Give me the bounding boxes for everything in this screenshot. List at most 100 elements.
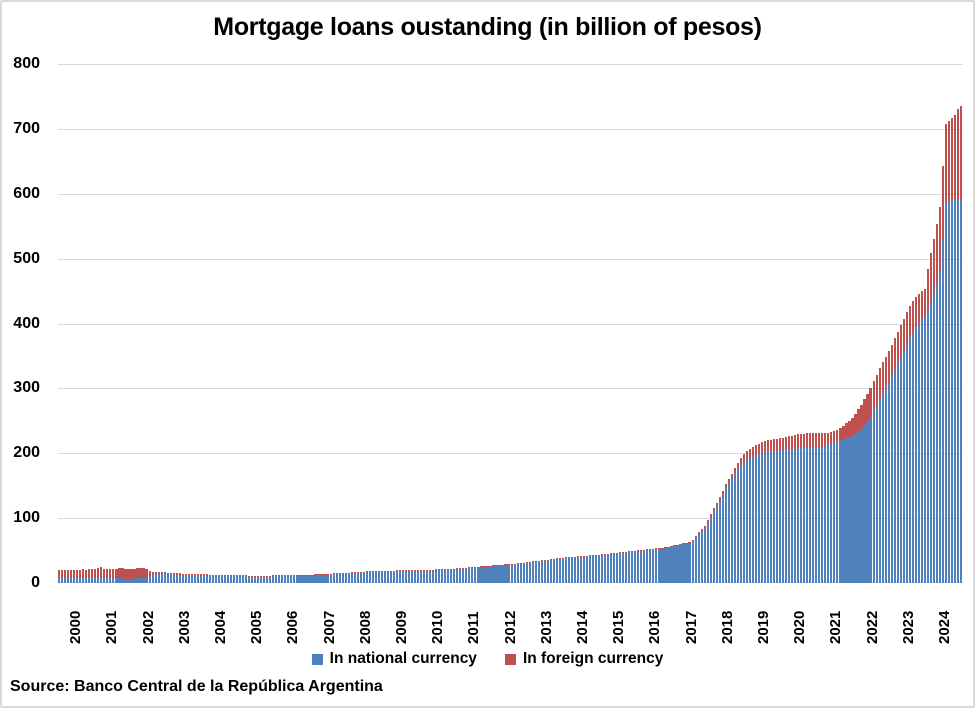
bar-segment-national	[724, 488, 727, 583]
bar-segment-national	[760, 452, 764, 583]
bar-segment-foreign	[760, 442, 764, 453]
bar-segment-foreign	[410, 570, 414, 571]
bar-segment-national	[594, 555, 598, 583]
bar-segment-national	[223, 576, 227, 583]
bar-segment-national	[525, 563, 528, 583]
bar-segment-foreign	[670, 546, 673, 547]
bar-segment-national	[736, 468, 739, 583]
bar-segment-national	[676, 545, 679, 583]
bar-segment-foreign	[655, 548, 658, 550]
x-axis-year-label: 2009	[392, 610, 410, 644]
bar-segment-national	[531, 562, 534, 583]
bar-segment-foreign	[597, 554, 601, 556]
bar-segment-foreign	[64, 569, 67, 579]
bar-segment-foreign	[199, 573, 202, 576]
bar-segment-foreign	[721, 490, 724, 495]
bar-segment-foreign	[389, 570, 393, 572]
bar-segment-foreign	[510, 563, 513, 565]
bar-segment-foreign	[857, 409, 860, 432]
bar-segment-foreign	[896, 331, 899, 365]
bar-segment-foreign	[202, 574, 205, 576]
bar-segment-national	[700, 531, 703, 583]
bar-segment-national	[643, 550, 646, 583]
bar-segment-national	[61, 578, 64, 583]
bar-segment-foreign	[878, 368, 881, 399]
bar-segment-foreign	[444, 569, 447, 570]
bar-segment-national	[76, 578, 79, 583]
bar-segment-foreign	[214, 574, 218, 576]
bar-segment-national	[148, 575, 151, 583]
bar-segment-national	[914, 327, 917, 583]
bar-segment-foreign	[947, 121, 951, 202]
bar-segment-foreign	[860, 404, 863, 429]
bar-segment-foreign	[127, 569, 130, 579]
bar-segment-national	[468, 568, 471, 583]
bar-segment-national	[371, 571, 374, 583]
bar-segment-national	[103, 578, 106, 583]
bar-segment-foreign	[242, 575, 245, 577]
bar-segment-foreign	[570, 556, 574, 558]
bar-segment-national	[649, 549, 652, 583]
bar-segment-foreign	[438, 569, 441, 570]
bar-segment-national	[821, 447, 824, 583]
bar-segment-foreign	[706, 520, 709, 524]
bar-segment-national	[576, 557, 580, 583]
bar-segment-national	[287, 575, 290, 583]
bar-segment-national	[546, 560, 549, 583]
bar-segment-foreign	[368, 571, 371, 572]
bar-segment-national	[389, 571, 393, 583]
plot-area	[58, 64, 963, 583]
bar-segment-national	[214, 575, 218, 583]
bar-segment-foreign	[519, 563, 522, 564]
bar-segment-foreign	[537, 560, 540, 562]
bar-segment-national	[456, 569, 459, 583]
bar-segment-national	[205, 575, 208, 583]
bar-segment-national	[549, 559, 552, 583]
bar-segment-national	[848, 437, 851, 583]
bar-segment-foreign	[507, 564, 510, 565]
bar-segment-foreign	[61, 570, 64, 579]
bar-segment-national	[824, 446, 827, 583]
bar-segment-foreign	[392, 570, 396, 572]
bar-segment-national	[854, 433, 857, 583]
bar-segment-foreign	[890, 344, 893, 377]
bar-segment-foreign	[332, 573, 335, 575]
bar-segment-national	[510, 564, 513, 583]
bar-segment-foreign	[694, 536, 697, 539]
bar-segment-foreign	[82, 569, 85, 579]
bar-segment-foreign	[266, 575, 269, 577]
bar-segment-foreign	[447, 568, 450, 570]
bar-segment-foreign	[661, 547, 664, 549]
bar-segment-foreign	[567, 557, 570, 558]
bar-segment-national	[275, 576, 278, 583]
bar-segment-foreign	[953, 114, 957, 201]
bar-segment-national	[432, 570, 435, 583]
x-axis-year-label: 2001	[103, 610, 121, 644]
bar-segment-national	[118, 578, 121, 583]
bar-segment-national	[365, 572, 368, 583]
bar-segment-national	[628, 552, 631, 583]
bar-segment-national	[794, 448, 797, 583]
bar-segment-national	[254, 576, 257, 583]
bar-segment-foreign	[881, 362, 884, 394]
bar-segment-foreign	[226, 575, 230, 577]
bar-segment-national	[79, 578, 82, 583]
bar-segment-foreign	[516, 563, 519, 564]
bar-segment-foreign	[380, 570, 383, 572]
x-axis-year-label: 2003	[175, 610, 193, 644]
bar-segment-national	[905, 345, 908, 583]
bar-segment-foreign	[401, 570, 405, 571]
bar-segment-national	[154, 574, 157, 583]
bar-segment-foreign	[347, 572, 350, 574]
bar-segment-foreign	[809, 433, 812, 449]
bar-segment-national	[115, 578, 118, 583]
bar-segment-national	[670, 547, 673, 583]
bar-segment-foreign	[709, 514, 712, 517]
bar-segment-national	[588, 556, 592, 583]
bar-segment-foreign	[824, 432, 827, 447]
bar-segment-foreign	[911, 300, 914, 333]
bar-segment-foreign	[875, 374, 878, 406]
bar-segment-national	[806, 447, 809, 583]
bar-segment-foreign	[866, 393, 869, 422]
